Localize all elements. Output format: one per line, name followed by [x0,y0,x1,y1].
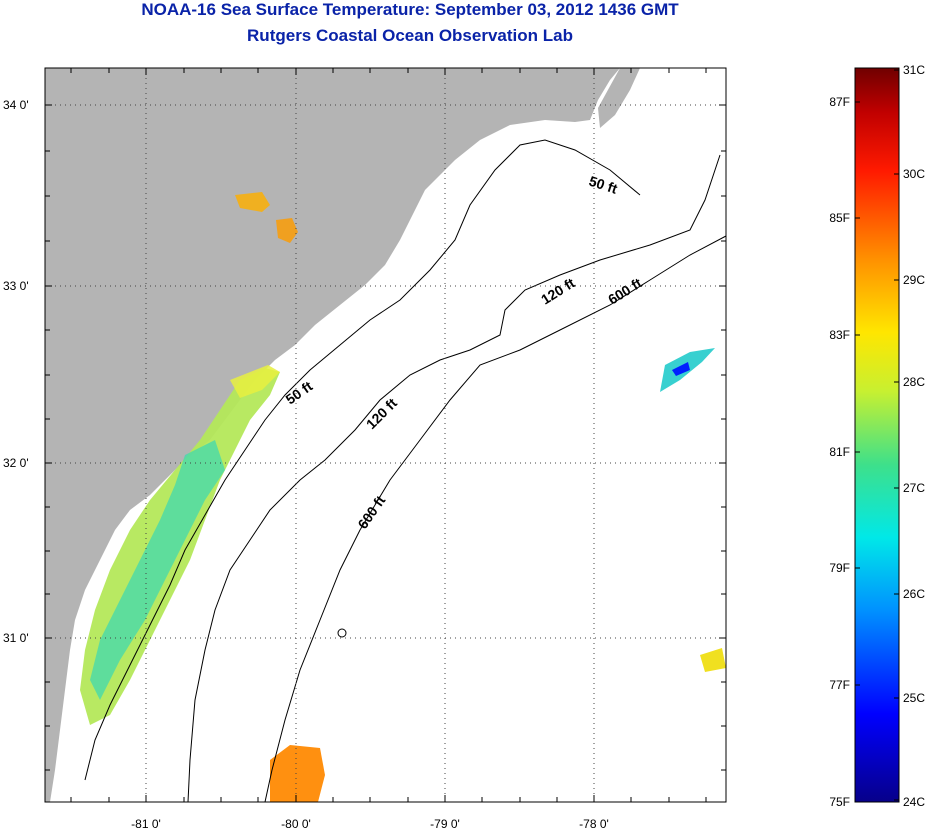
cb-celsius-29: 29C [903,273,925,287]
cb-fahrenheit-85: 85F [829,211,850,225]
cb-celsius-26: 26C [903,587,925,601]
colorbar [854,67,900,803]
sst-swath-teal [90,440,225,700]
contour-label-600ft-north: 600 ft [605,274,645,307]
sst-patch-offshore-blue [672,362,690,376]
land-mass [45,68,620,802]
contour-600ft [264,235,726,802]
cb-fahrenheit-75: 75F [829,795,850,809]
lon-label-80: -80 0' [281,817,311,831]
contour-50ft [84,139,641,781]
contour-label-50ft-south: 50 ft [283,378,316,408]
lon-label-78: -78 0' [579,817,609,831]
map-ticks [45,68,726,802]
contour-120ft [187,154,721,802]
sst-swath-yellow [230,365,280,398]
map-graticule [45,68,726,802]
cb-celsius-25: 25C [903,691,925,705]
sst-patch-south [270,745,325,802]
lat-label-33: 33 0' [3,279,29,293]
lon-label-81: -81 0' [131,817,161,831]
cb-fahrenheit-83: 83F [829,328,850,342]
cb-fahrenheit-77: 77F [829,678,850,692]
cb-fahrenheit-79: 79F [829,561,850,575]
cb-fahrenheit-81: 81F [829,445,850,459]
sst-patch-inland-2 [276,218,298,243]
map-frame [44,67,727,803]
cb-celsius-30: 30C [903,167,925,181]
cb-celsius-28: 28C [903,375,925,389]
sst-patch-southeast [700,648,726,672]
lat-label-34: 34 0' [3,98,29,112]
map-subtitle: Rutgers Coastal Ocean Observation Lab [247,26,573,45]
land-cape [598,68,640,128]
contour-label-120ft-north: 120 ft [538,274,578,307]
contour-label-50ft-north: 50 ft [587,173,620,197]
cb-celsius-31: 31C [903,63,925,77]
contour-seamount [337,628,347,638]
lat-label-32: 32 0' [3,456,29,470]
lon-label-79: -79 0' [430,817,460,831]
sst-patch-inland-1 [235,192,270,212]
cb-celsius-27: 27C [903,481,925,495]
cb-celsius-24: 24C [903,795,925,809]
cb-fahrenheit-87: 87F [829,95,850,109]
contour-label-600ft-south: 600 ft [354,492,388,531]
map-title: NOAA-16 Sea Surface Temperature: Septemb… [141,0,679,19]
colorbar-ticks [855,69,899,801]
lat-label-31: 31 0' [3,631,29,645]
